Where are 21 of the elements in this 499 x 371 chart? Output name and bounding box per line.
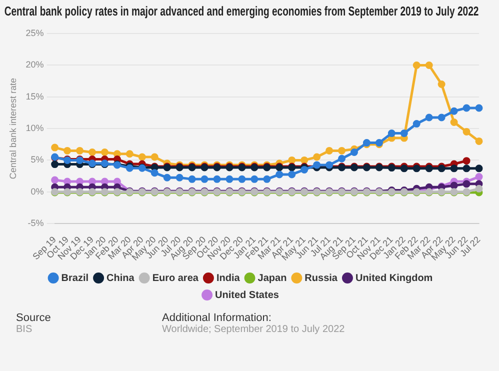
text: Additional Information: <box>162 312 272 324</box>
chart-title: Central bank policy rates in major advanced and emerging economies from September 2019 to July 2022 <box>4 5 479 19</box>
y-tick-label: 15% <box>26 91 44 102</box>
y-tick-label: 5% <box>30 154 44 165</box>
y-axis-title: Central bank interest rate <box>8 78 18 180</box>
text: Worldwide; September 2019 to July 2022 <box>162 324 345 335</box>
text: BIS <box>16 324 34 335</box>
legend-label: United Kingdom <box>355 272 433 284</box>
legend-label: Russia <box>304 272 338 284</box>
legend-label: Japan <box>258 272 287 284</box>
y-tick-label: 20% <box>26 60 44 70</box>
legend-label: Brazil <box>61 272 89 284</box>
legend-label: China <box>106 272 135 284</box>
y-tick-label: -5% <box>28 218 44 228</box>
y-tick-label: 25% <box>26 28 44 38</box>
y-tick-label: 10% <box>26 123 44 134</box>
legend-label: India <box>216 272 240 284</box>
y-tick-label: 0% <box>30 186 44 196</box>
legend-label: United States <box>215 290 280 301</box>
text: Source <box>16 312 51 324</box>
legend-label: Euro area <box>152 272 199 284</box>
